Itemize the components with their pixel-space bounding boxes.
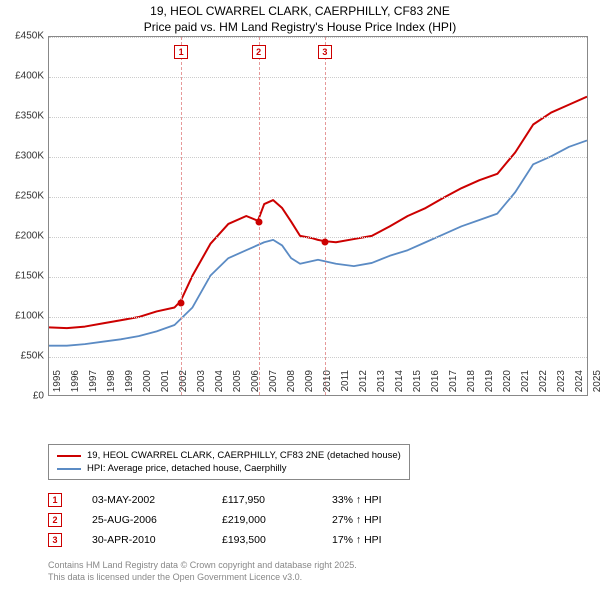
marker-vline (325, 37, 326, 395)
y-axis-label: £350K (0, 111, 44, 122)
gridline-h (49, 357, 587, 358)
marker-box: 1 (174, 45, 188, 59)
y-axis-label: £250K (0, 191, 44, 202)
sales-pct: 27% ↑ HPI (332, 514, 422, 526)
gridline-h (49, 157, 587, 158)
x-axis-label: 2019 (484, 370, 495, 400)
sales-row: 1 03-MAY-2002 £117,950 33% ↑ HPI (48, 490, 422, 510)
x-axis-label: 1998 (106, 370, 117, 400)
sales-marker-box: 1 (48, 493, 62, 507)
x-axis-label: 2006 (250, 370, 261, 400)
x-axis-label: 2015 (412, 370, 423, 400)
x-axis-label: 2023 (556, 370, 567, 400)
sales-price: £193,500 (222, 534, 302, 546)
x-axis-label: 2010 (322, 370, 333, 400)
x-axis-label: 2013 (376, 370, 387, 400)
sales-price: £219,000 (222, 514, 302, 526)
y-axis-label: £100K (0, 311, 44, 322)
y-axis-label: £450K (0, 31, 44, 42)
legend-item: 19, HEOL CWARREL CLARK, CAERPHILLY, CF83… (57, 449, 401, 462)
sales-row: 3 30-APR-2010 £193,500 17% ↑ HPI (48, 530, 422, 550)
sales-marker-box: 2 (48, 513, 62, 527)
series-line-property (49, 97, 587, 329)
x-axis-label: 2009 (304, 370, 315, 400)
y-axis-label: £0 (0, 391, 44, 402)
plot-area: 1 2 3 (48, 36, 588, 396)
y-axis-label: £300K (0, 151, 44, 162)
x-axis-label: 2002 (178, 370, 189, 400)
x-axis-label: 2012 (358, 370, 369, 400)
gridline-h (49, 197, 587, 198)
legend-item: HPI: Average price, detached house, Caer… (57, 462, 401, 475)
x-axis-label: 2016 (430, 370, 441, 400)
sale-point-dot (321, 239, 328, 246)
x-axis-label: 2017 (448, 370, 459, 400)
footer-line-1: Contains HM Land Registry data © Crown c… (48, 560, 357, 572)
title-line-2: Price paid vs. HM Land Registry's House … (0, 20, 600, 36)
gridline-h (49, 317, 587, 318)
legend-swatch (57, 468, 81, 470)
x-axis-label: 2003 (196, 370, 207, 400)
x-axis-label: 2005 (232, 370, 243, 400)
marker-box: 3 (318, 45, 332, 59)
chart-title: 19, HEOL CWARREL CLARK, CAERPHILLY, CF83… (0, 0, 600, 35)
x-axis-label: 2008 (286, 370, 297, 400)
sales-row: 2 25-AUG-2006 £219,000 27% ↑ HPI (48, 510, 422, 530)
sales-price: £117,950 (222, 494, 302, 506)
sale-point-dot (255, 218, 262, 225)
sales-date: 30-APR-2010 (92, 534, 192, 546)
x-axis-label: 1995 (52, 370, 63, 400)
x-axis-label: 2025 (592, 370, 600, 400)
y-axis-label: £150K (0, 271, 44, 282)
x-axis-label: 2018 (466, 370, 477, 400)
x-axis-label: 1996 (70, 370, 81, 400)
footer-line-2: This data is licensed under the Open Gov… (48, 572, 357, 584)
y-axis-label: £50K (0, 351, 44, 362)
marker-vline (181, 37, 182, 395)
line-layer (49, 37, 587, 395)
gridline-h (49, 237, 587, 238)
y-axis-label: £200K (0, 231, 44, 242)
sales-date: 25-AUG-2006 (92, 514, 192, 526)
x-axis-label: 2001 (160, 370, 171, 400)
x-axis-label: 2024 (574, 370, 585, 400)
sales-table: 1 03-MAY-2002 £117,950 33% ↑ HPI 2 25-AUG-200… (48, 490, 422, 550)
marker-box: 2 (252, 45, 266, 59)
legend-box: 19, HEOL CWARREL CLARK, CAERPHILLY, CF83… (48, 444, 410, 480)
title-line-1: 19, HEOL CWARREL CLARK, CAERPHILLY, CF83… (0, 4, 600, 20)
series-line-hpi (49, 140, 587, 345)
y-axis-label: £400K (0, 71, 44, 82)
footer-attribution: Contains HM Land Registry data © Crown c… (48, 560, 357, 583)
sales-pct: 33% ↑ HPI (332, 494, 422, 506)
sales-marker-box: 3 (48, 533, 62, 547)
marker-vline (259, 37, 260, 395)
gridline-h (49, 117, 587, 118)
x-axis-label: 2007 (268, 370, 279, 400)
x-axis-label: 2011 (340, 370, 351, 400)
gridline-h (49, 77, 587, 78)
gridline-h (49, 277, 587, 278)
x-axis-label: 2022 (538, 370, 549, 400)
legend-swatch (57, 455, 81, 457)
chart-area: 1 2 3 £0 £50K £100K £150K £200K £250K £300K £350K… (0, 36, 600, 436)
x-axis-label: 2000 (142, 370, 153, 400)
chart-container: 19, HEOL CWARREL CLARK, CAERPHILLY, CF83… (0, 0, 600, 590)
x-axis-label: 1999 (124, 370, 135, 400)
x-axis-label: 2021 (520, 370, 531, 400)
sales-pct: 17% ↑ HPI (332, 534, 422, 546)
x-axis-label: 2014 (394, 370, 405, 400)
x-axis-label: 2020 (502, 370, 513, 400)
sale-point-dot (178, 299, 185, 306)
gridline-h (49, 37, 587, 38)
legend-label: HPI: Average price, detached house, Caer… (87, 463, 286, 474)
sales-date: 03-MAY-2002 (92, 494, 192, 506)
legend-label: 19, HEOL CWARREL CLARK, CAERPHILLY, CF83… (87, 450, 401, 461)
x-axis-label: 2004 (214, 370, 225, 400)
x-axis-label: 1997 (88, 370, 99, 400)
